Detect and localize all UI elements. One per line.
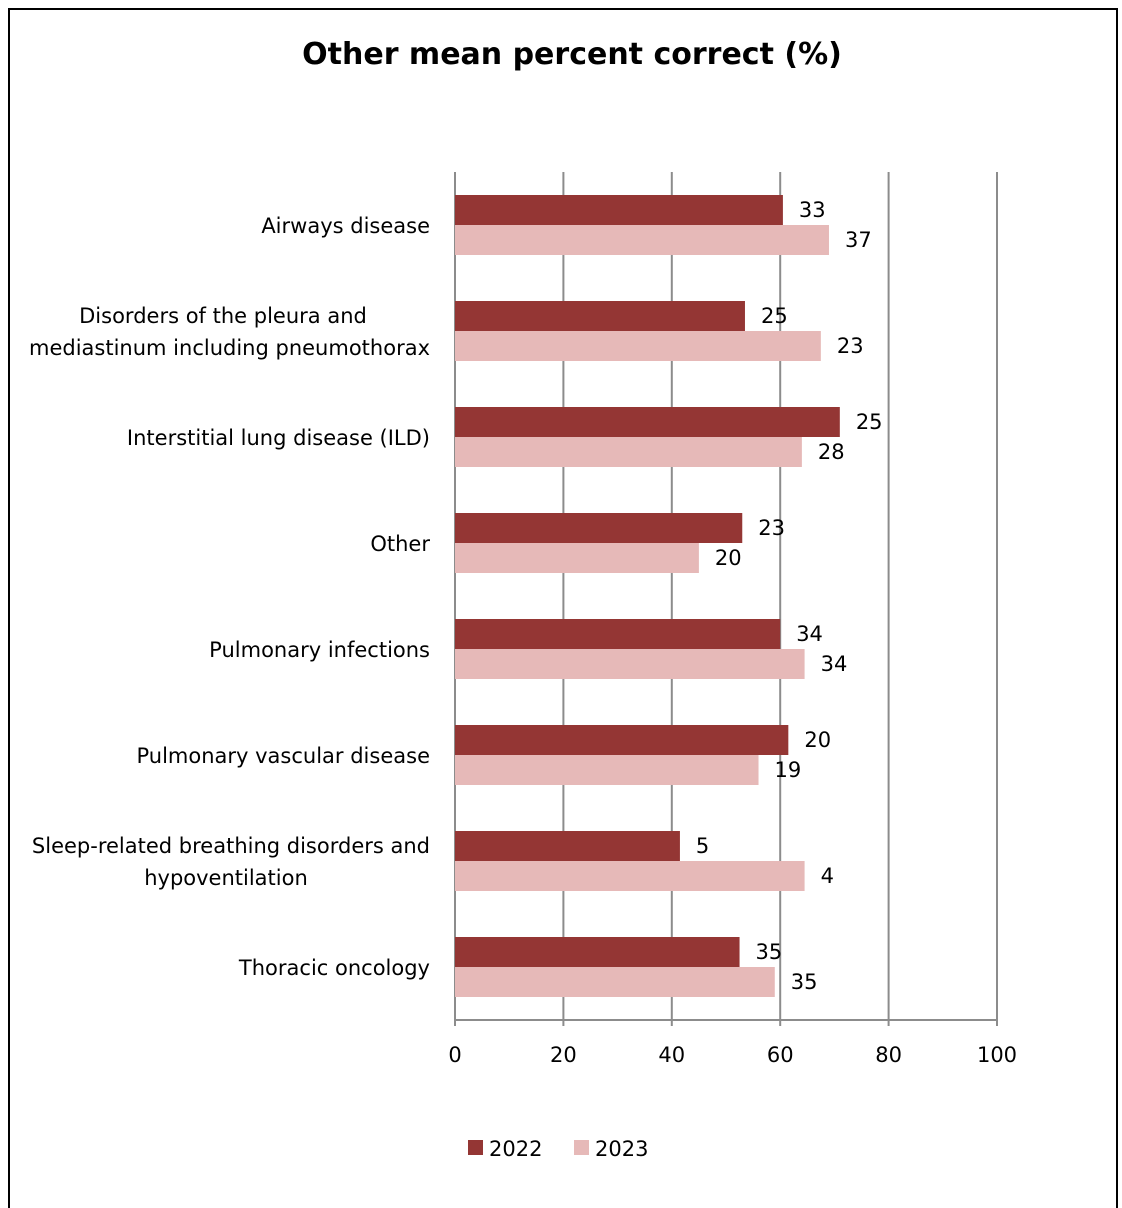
bar-2023 <box>455 649 805 679</box>
data-label-2023: 28 <box>818 440 845 464</box>
data-label-2022: 25 <box>856 410 883 434</box>
bar-2022 <box>455 619 781 649</box>
legend-label-2022: 2022 <box>489 1137 542 1161</box>
data-label-2022: 33 <box>799 198 826 222</box>
x-tick-label: 20 <box>550 1043 577 1067</box>
category-label: Disorders of the pleura and <box>79 304 367 328</box>
data-label-2022: 34 <box>796 622 823 646</box>
gridlines <box>454 172 998 1026</box>
data-label-2023: 23 <box>837 334 864 358</box>
bar-2023 <box>455 225 829 255</box>
bar-2022 <box>455 725 789 755</box>
bar-2022 <box>455 937 740 967</box>
x-tick-label: 0 <box>448 1043 461 1067</box>
category-label: hypoventilation <box>144 866 308 890</box>
data-label-2023: 34 <box>821 652 848 676</box>
data-label-2023: 35 <box>791 970 818 994</box>
category-label: Sleep-related breathing disorders and <box>32 834 430 858</box>
category-label: Thoracic oncology <box>238 956 430 980</box>
bar-2022 <box>455 301 745 331</box>
data-label-2023: 4 <box>821 864 834 888</box>
category-label: Pulmonary vascular disease <box>136 744 430 768</box>
legend: 2022 2023 <box>468 1137 648 1161</box>
data-labels: 33 25 25 23 34 20 5 35 37 23 28 20 34 19 4 35 <box>696 198 883 994</box>
data-label-2022: 5 <box>696 834 709 858</box>
legend-swatch-2022 <box>468 1140 483 1155</box>
data-label-2022: 20 <box>804 728 831 752</box>
category-label: Interstitial lung disease (ILD) <box>127 426 430 450</box>
bar-2022 <box>455 831 680 861</box>
bars <box>455 195 840 997</box>
bar-2023 <box>455 967 775 997</box>
data-label-2022: 25 <box>761 304 788 328</box>
x-tick-label: 40 <box>658 1043 685 1067</box>
data-label-2022: 23 <box>758 516 785 540</box>
bar-2022 <box>455 195 783 225</box>
category-label: Airways disease <box>261 214 430 238</box>
data-label-2023: 20 <box>715 546 742 570</box>
legend-label-2023: 2023 <box>595 1137 648 1161</box>
legend-swatch-2023 <box>574 1140 589 1155</box>
x-tick-label: 80 <box>875 1043 902 1067</box>
x-axis-ticks: 0 20 40 60 80 100 <box>448 1043 1017 1067</box>
data-label-2023: 19 <box>775 758 802 782</box>
bar-chart: Other mean percent correct (%) 332525233… <box>29 37 1017 1161</box>
bar-2023 <box>455 543 699 573</box>
x-tick-label: 100 <box>977 1043 1017 1067</box>
bar-2023 <box>455 861 805 891</box>
bar-2023 <box>455 755 759 785</box>
bar-2022 <box>455 407 840 437</box>
category-labels: Airways disease Disorders of the pleura a… <box>29 214 430 980</box>
data-label-2022: 35 <box>756 940 783 964</box>
category-label: Other <box>370 532 430 556</box>
bar-2023 <box>455 331 821 361</box>
data-label-2023: 37 <box>845 228 872 252</box>
chart-title: Other mean percent correct (%) <box>302 37 842 72</box>
bar-2023 <box>455 437 802 467</box>
category-label: Pulmonary infections <box>209 638 430 662</box>
bar-2022 <box>455 513 743 543</box>
category-label: mediastinum including pneumothorax <box>29 336 430 360</box>
x-tick-label: 60 <box>767 1043 794 1067</box>
chart-frame: Other mean percent correct (%) 33 25 25 23 3… <box>8 8 1118 1208</box>
